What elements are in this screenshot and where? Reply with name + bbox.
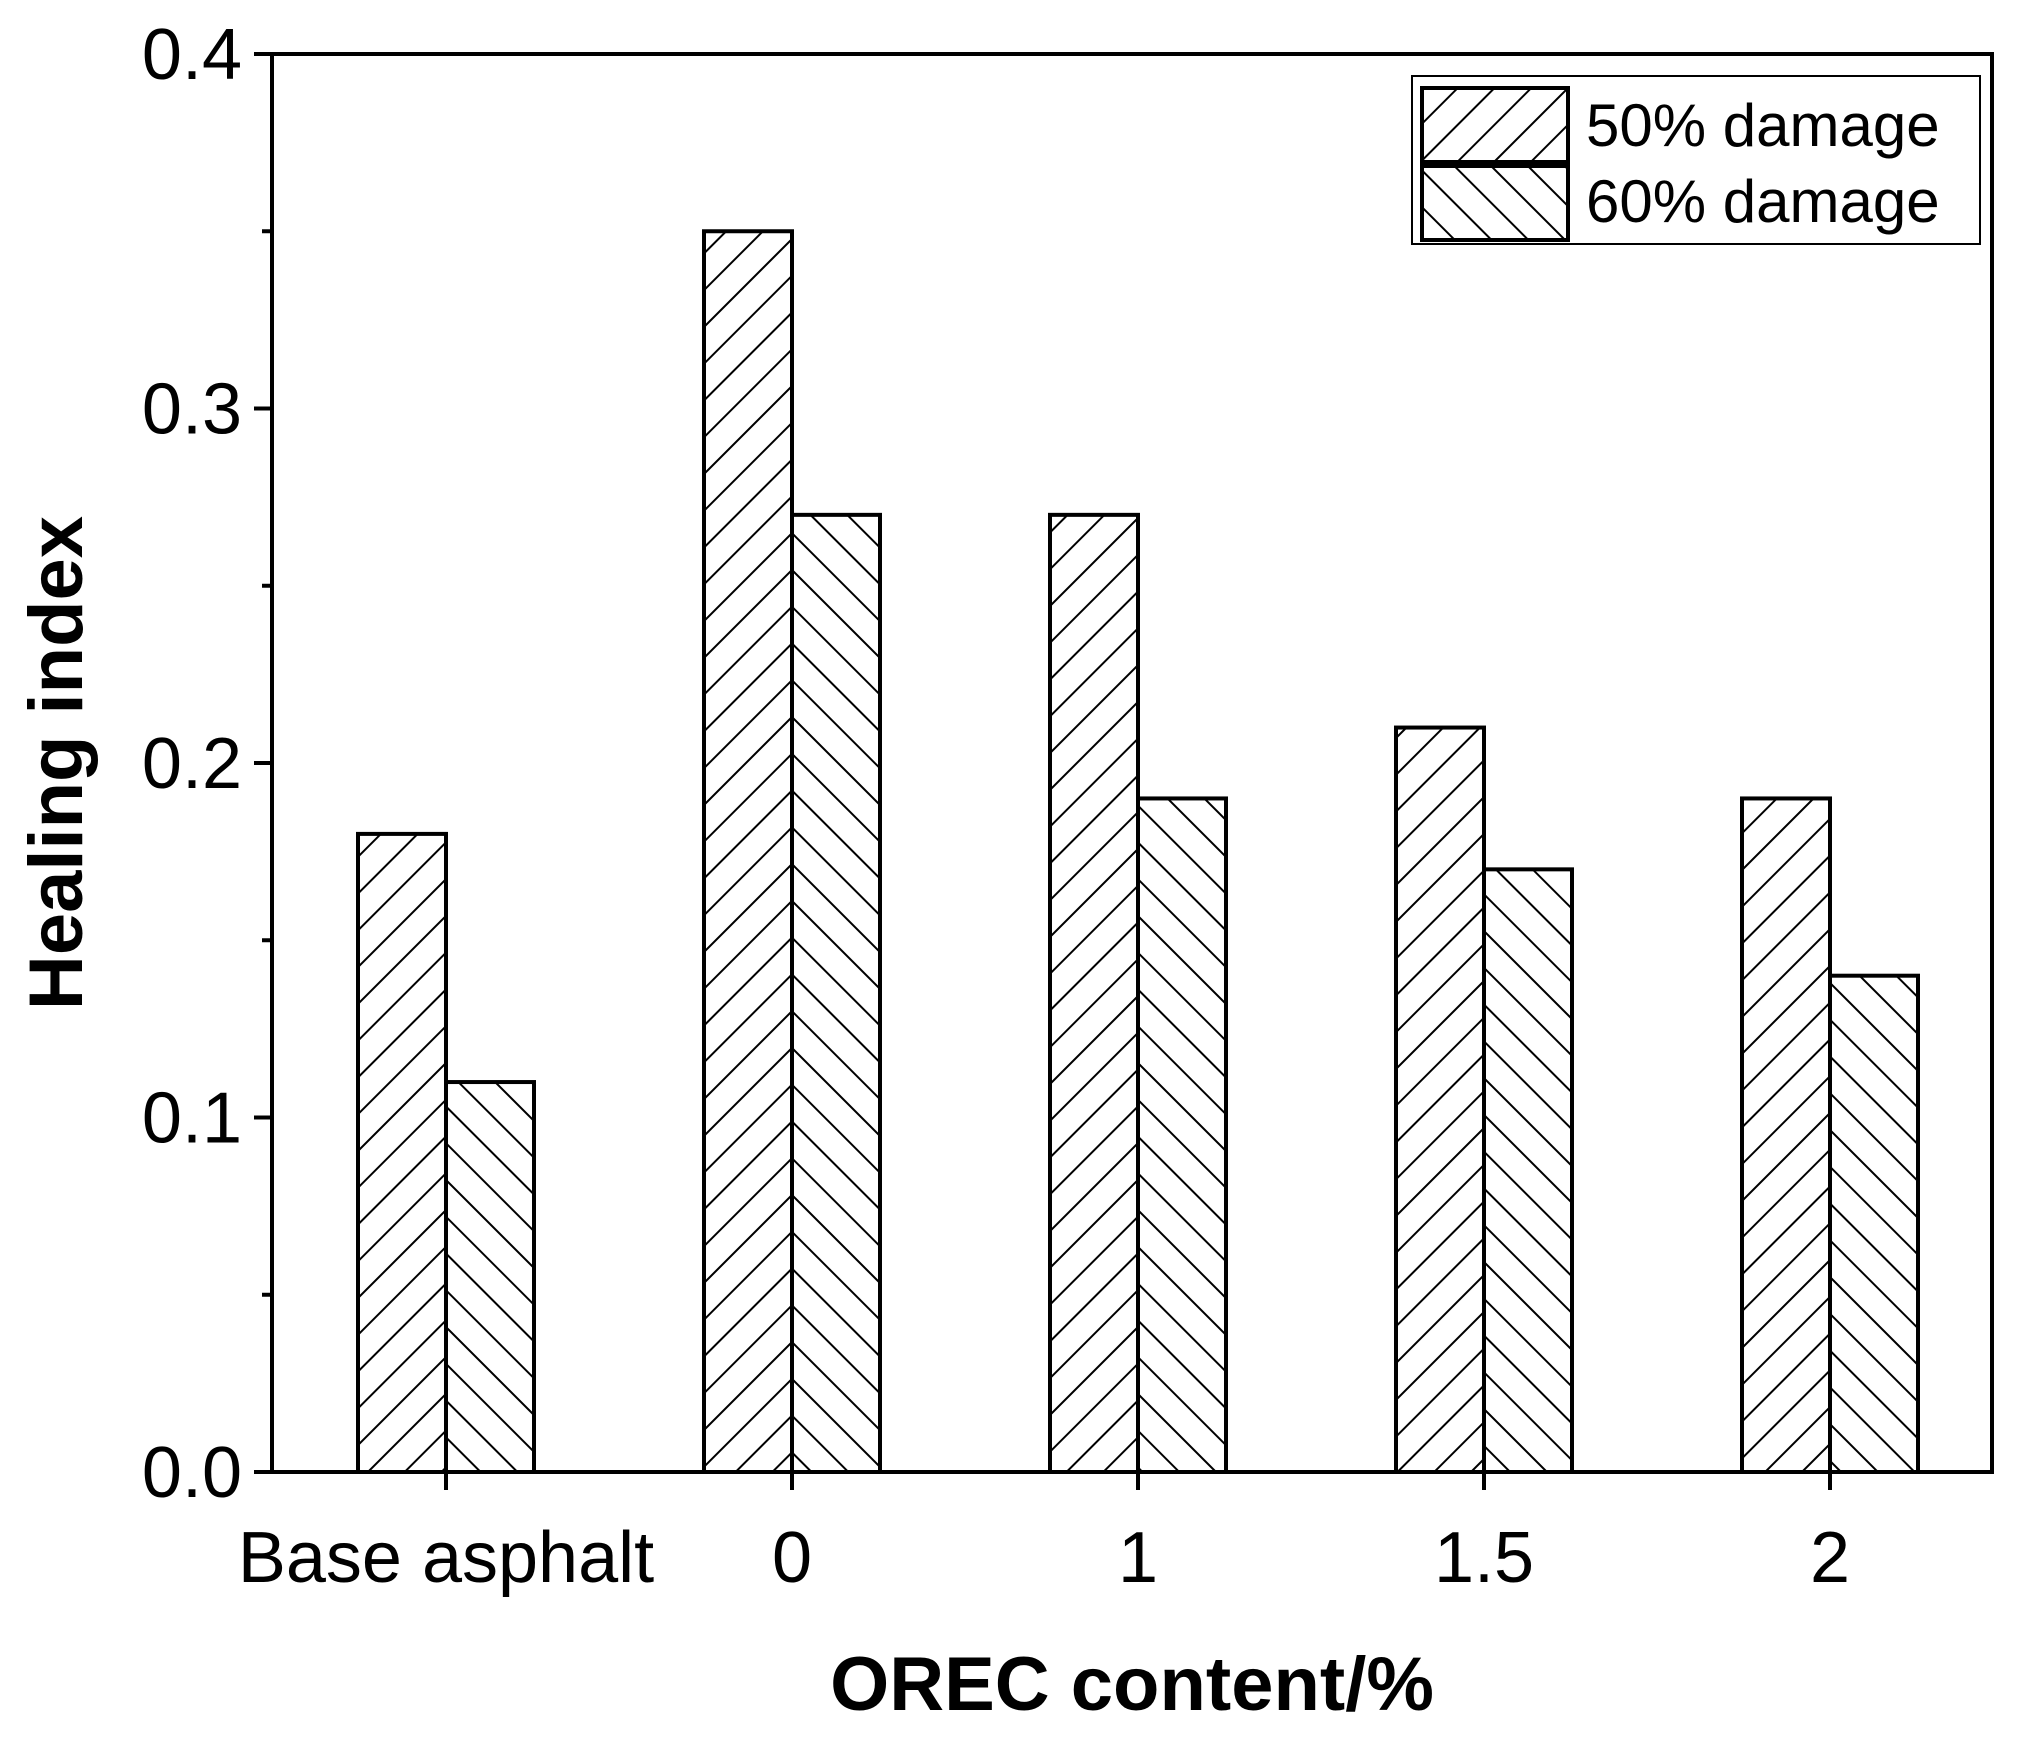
y-tick-label: 0.1 <box>142 1079 242 1159</box>
y-tick-label: 0.2 <box>142 724 242 804</box>
bar-60-damage-2 <box>1828 973 1920 1474</box>
bar-50-damage-2 <box>1740 796 1832 1474</box>
legend-swatch-60-damage <box>1420 164 1570 242</box>
bar-60-damage-1 <box>1136 796 1228 1474</box>
x-tick-label: Base asphalt <box>238 1518 654 1598</box>
y-tick-label: 0.3 <box>142 370 242 450</box>
y-axis-title: Healing index <box>14 516 99 1010</box>
y-tick-label: 0.0 <box>142 1433 242 1513</box>
legend-swatch-50-damage <box>1420 86 1570 164</box>
x-tick-label: 0 <box>772 1518 812 1598</box>
x-axis: Base asphalt 0 1 1.5 2 <box>238 1472 1850 1598</box>
x-tick-label: 1.5 <box>1434 1518 1534 1598</box>
bar-50-damage-1-5 <box>1394 725 1486 1474</box>
legend: 50% damage 60% damage <box>1411 75 1981 245</box>
bar-60-damage-1-5 <box>1482 867 1574 1474</box>
y-axis: 0.0 0.1 0.2 0.3 0.4 <box>142 15 272 1513</box>
x-tick-label: 1 <box>1118 1518 1158 1598</box>
bar-50-damage-1 <box>1048 512 1140 1474</box>
legend-label-60-damage: 60% damage <box>1586 168 1940 235</box>
legend-label-50-damage: 50% damage <box>1586 92 1940 159</box>
x-axis-title: OREC content/% <box>830 1642 1434 1727</box>
bar-60-damage-base-asphalt <box>444 1080 536 1475</box>
bar-50-damage-0 <box>702 229 794 1474</box>
x-tick-label: 2 <box>1810 1518 1850 1598</box>
bars-layer <box>356 229 1920 1475</box>
bar-50-damage-base-asphalt <box>356 831 448 1474</box>
y-tick-label: 0.4 <box>142 15 242 95</box>
bar-60-damage-0 <box>790 512 882 1474</box>
